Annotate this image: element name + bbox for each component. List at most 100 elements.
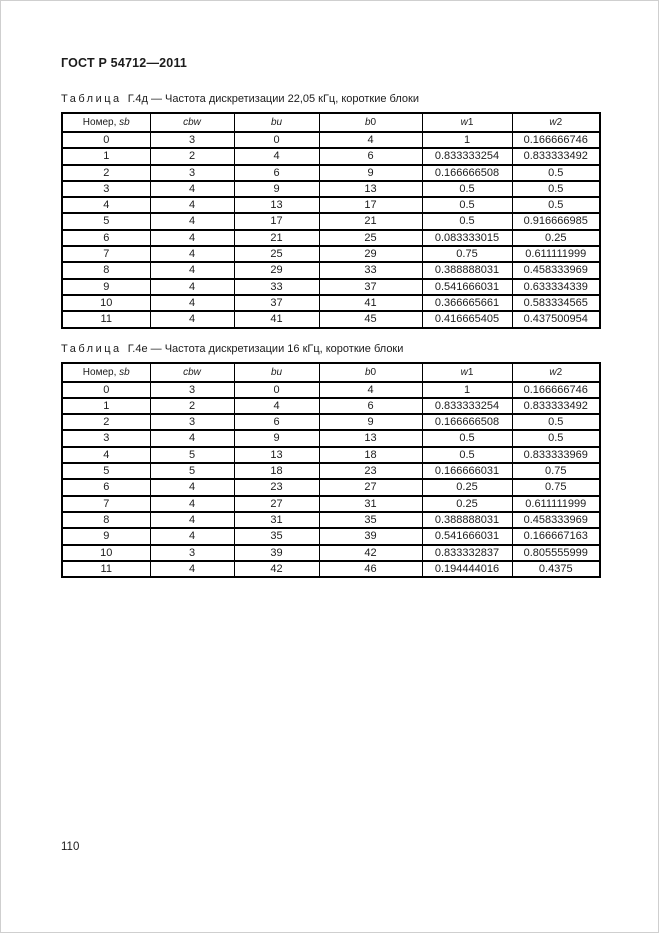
table-cell: 4 — [149, 179, 235, 199]
table-cell: 9 — [318, 163, 423, 182]
table-cell: 6 — [233, 413, 320, 432]
table-cell: 0.833332837 — [421, 543, 513, 562]
table-cell: 0.833333492 — [511, 396, 601, 416]
table-cell: 4 — [149, 429, 235, 448]
table-cell: 0.805555999 — [511, 543, 601, 562]
column-header: w2 — [511, 361, 601, 383]
table-cell: 0 — [233, 380, 320, 399]
table-cell: 3 — [149, 130, 235, 150]
doc-header: ГОСТ Р 54712—2011 — [61, 56, 188, 70]
table-cell: 0.833333969 — [511, 445, 601, 465]
table-cell: 5 — [61, 462, 151, 481]
table-cell: 4 — [149, 559, 235, 579]
table-cell: 21 — [318, 212, 423, 231]
table-row: 2 3 6 9 0.166666508 0.5 — [61, 413, 601, 432]
table-cell: 25 — [318, 228, 423, 248]
table-row: 5 4 17 21 0.5 0.916666985 — [61, 212, 601, 231]
table-cell: 0.388888031 — [421, 261, 513, 280]
table-row: 3 4 9 13 0.5 0.5 — [61, 179, 601, 199]
column-header: cbw — [149, 361, 235, 383]
table-cell: 46 — [318, 559, 423, 579]
table-cell: 11 — [61, 310, 151, 329]
table-cell: 4 — [149, 228, 235, 248]
table-cell: 0.366665661 — [421, 293, 513, 313]
table-row: 8 4 29 33 0.388888031 0.458333969 — [61, 261, 601, 280]
table-cell: 7 — [61, 245, 151, 264]
table-cell: 0.75 — [511, 462, 601, 481]
table-cell: 4 — [149, 310, 235, 329]
table-row: 9 4 33 37 0.541666031 0.633334339 — [61, 277, 601, 296]
table-row: 9 4 35 39 0.541666031 0.166667163 — [61, 527, 601, 546]
table-cell: 0.166666031 — [421, 462, 513, 481]
column-header: bu — [233, 361, 320, 383]
table-cell: 23 — [233, 478, 320, 497]
column-header: b0 — [318, 112, 423, 133]
table-cell: 13 — [318, 429, 423, 448]
table-header-row: Номер, sb cbw bu b0 w1 w2 — [61, 361, 601, 383]
table-cell: 0.916666985 — [511, 212, 601, 231]
table-cell: 0.5 — [421, 429, 513, 448]
table-cell: 0 — [233, 130, 320, 150]
table-cell: 4 — [149, 293, 235, 313]
table-cell: 41 — [233, 310, 320, 329]
caption-word-table: Таблица — [61, 93, 122, 105]
column-header: Номер, sb — [61, 112, 151, 133]
table-cell: 29 — [318, 245, 423, 264]
table-row: 10 3 39 42 0.833332837 0.805555999 — [61, 543, 601, 562]
table-cell: 0.458333969 — [511, 261, 601, 280]
table-cell: 29 — [233, 261, 320, 280]
table-cell: 0.833333492 — [511, 147, 601, 166]
table-cell: 0.583334565 — [511, 293, 601, 313]
table-cell: 3 — [149, 543, 235, 562]
table-cell: 4 — [149, 212, 235, 231]
table-cell: 17 — [318, 196, 423, 215]
table-cell: 0.25 — [511, 228, 601, 248]
table-cell: 41 — [318, 293, 423, 313]
table-cell: 3 — [149, 380, 235, 399]
table-row: 5 5 18 23 0.166666031 0.75 — [61, 462, 601, 481]
table-cell: 0.166666746 — [511, 130, 601, 150]
table-cell: 13 — [318, 179, 423, 199]
table-cell: 8 — [61, 261, 151, 280]
table-cell: 0.5 — [511, 429, 601, 448]
table-cell: 0.5 — [421, 445, 513, 465]
table-cell: 2 — [61, 413, 151, 432]
table-cell: 9 — [61, 277, 151, 296]
column-header: cbw — [149, 112, 235, 133]
caption-text: Г.4е — Частота дискретизации 16 кГц, кор… — [124, 342, 404, 355]
table-cell: 6 — [61, 478, 151, 497]
table-cell: 0.166666746 — [511, 380, 601, 399]
table-cell: 5 — [149, 445, 235, 465]
table-cell: 39 — [318, 527, 423, 546]
table-cell: 0 — [61, 130, 151, 150]
table-cell: 10 — [61, 293, 151, 313]
table-cell: 35 — [318, 510, 423, 530]
table-cell: 6 — [233, 163, 320, 182]
table-cell: 42 — [318, 543, 423, 562]
table-cell: 25 — [233, 245, 320, 264]
table-cell: 4 — [149, 478, 235, 497]
table-cell: 1 — [421, 130, 513, 150]
table-cell: 6 — [318, 147, 423, 166]
column-header: Номер, sb — [61, 361, 151, 383]
table-cell: 17 — [233, 212, 320, 231]
column-header: w1 — [421, 112, 513, 133]
table-row: 11 4 41 45 0.416665405 0.437500954 — [61, 310, 601, 329]
table-row: 11 4 42 46 0.194444016 0.4375 — [61, 559, 601, 579]
table-cell: 0.5 — [511, 196, 601, 215]
table-row: 2 3 6 9 0.166666508 0.5 — [61, 163, 601, 182]
table-row: 3 4 9 13 0.5 0.5 — [61, 429, 601, 448]
table-cell: 18 — [318, 445, 423, 465]
table-cell: 0.5 — [421, 196, 513, 215]
table-cell: 0.833333254 — [421, 147, 513, 166]
table-cell: 0.166667163 — [511, 527, 601, 546]
table-row: 7 4 25 29 0.75 0.611111999 — [61, 245, 601, 264]
table-cell: 0.541666031 — [421, 527, 513, 546]
table-cell: 3 — [61, 179, 151, 199]
table-cell: 39 — [233, 543, 320, 562]
table-row: 1 2 4 6 0.833333254 0.833333492 — [61, 396, 601, 416]
table-cell: 9 — [233, 179, 320, 199]
table-cell: 0.458333969 — [511, 510, 601, 530]
table-cell: 4 — [149, 510, 235, 530]
